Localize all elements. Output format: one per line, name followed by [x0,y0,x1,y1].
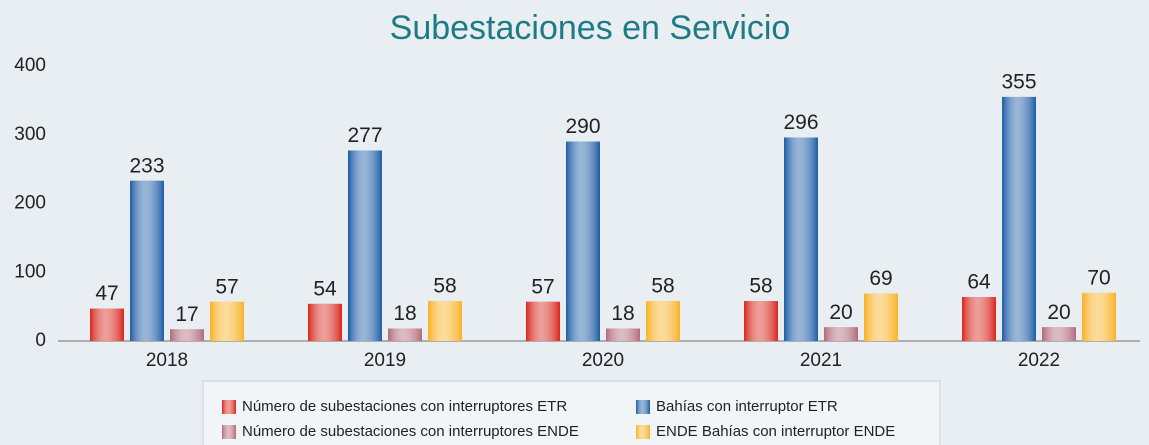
legend-swatch-shine [636,400,650,414]
value-label: 20 [829,301,852,324]
x-tick-label: 2020 [582,350,624,371]
y-tick-label: 400 [14,55,46,76]
y-tick-label: 200 [14,193,46,214]
value-label: 277 [347,124,382,147]
legend-swatch-shine [636,425,650,439]
legend-label: Bahías con interruptor ETR [656,398,838,415]
bar [308,303,342,341]
bar [962,297,996,341]
value-label: 58 [651,275,674,298]
legend-label: Número de subestaciones con interruptore… [242,398,567,415]
bar [744,301,778,341]
x-tick-label: 2018 [146,350,188,371]
value-label: 355 [1001,70,1036,93]
bar [428,301,462,341]
y-tick-label: 100 [14,261,46,282]
bar [646,301,680,341]
bar [824,327,858,341]
value-label: 64 [967,271,991,294]
legend-label: Número de subestaciones con interruptore… [242,423,579,440]
value-label: 57 [531,275,554,298]
legend-box [202,380,941,445]
value-label: 17 [175,303,198,326]
x-tick-label: 2019 [364,350,406,371]
bar [1082,292,1116,341]
value-label: 58 [433,275,456,298]
value-label: 18 [611,302,634,325]
bar [566,141,600,341]
y-tick-label: 300 [14,124,46,145]
bar [1042,327,1076,341]
bar [784,137,818,341]
bar [90,308,124,341]
value-label: 20 [1047,301,1070,324]
bar [170,329,204,341]
value-label: 70 [1087,266,1110,289]
legend-swatch-shine [222,400,236,414]
value-label: 57 [215,275,238,298]
value-label: 47 [95,282,118,305]
legend-label: ENDE Bahías con interruptor ENDE [656,423,895,440]
x-tick-label: 2022 [1018,350,1060,371]
chart-title: Subestaciones en Servicio [390,9,791,47]
value-label: 18 [393,302,416,325]
value-label: 290 [565,115,600,138]
bar [130,180,164,341]
value-label: 233 [129,154,164,177]
x-tick-label: 2021 [800,350,842,371]
value-label: 54 [313,277,337,300]
legend-swatch-shine [222,425,236,439]
value-label: 58 [749,275,772,298]
value-label: 296 [783,111,818,134]
bar [388,328,422,341]
bar [864,293,898,341]
y-tick-label: 0 [35,330,46,351]
value-label: 69 [869,267,892,290]
bar [606,328,640,341]
bar [210,301,244,341]
bar [348,150,382,341]
bar [526,301,560,341]
bar [1002,96,1036,341]
